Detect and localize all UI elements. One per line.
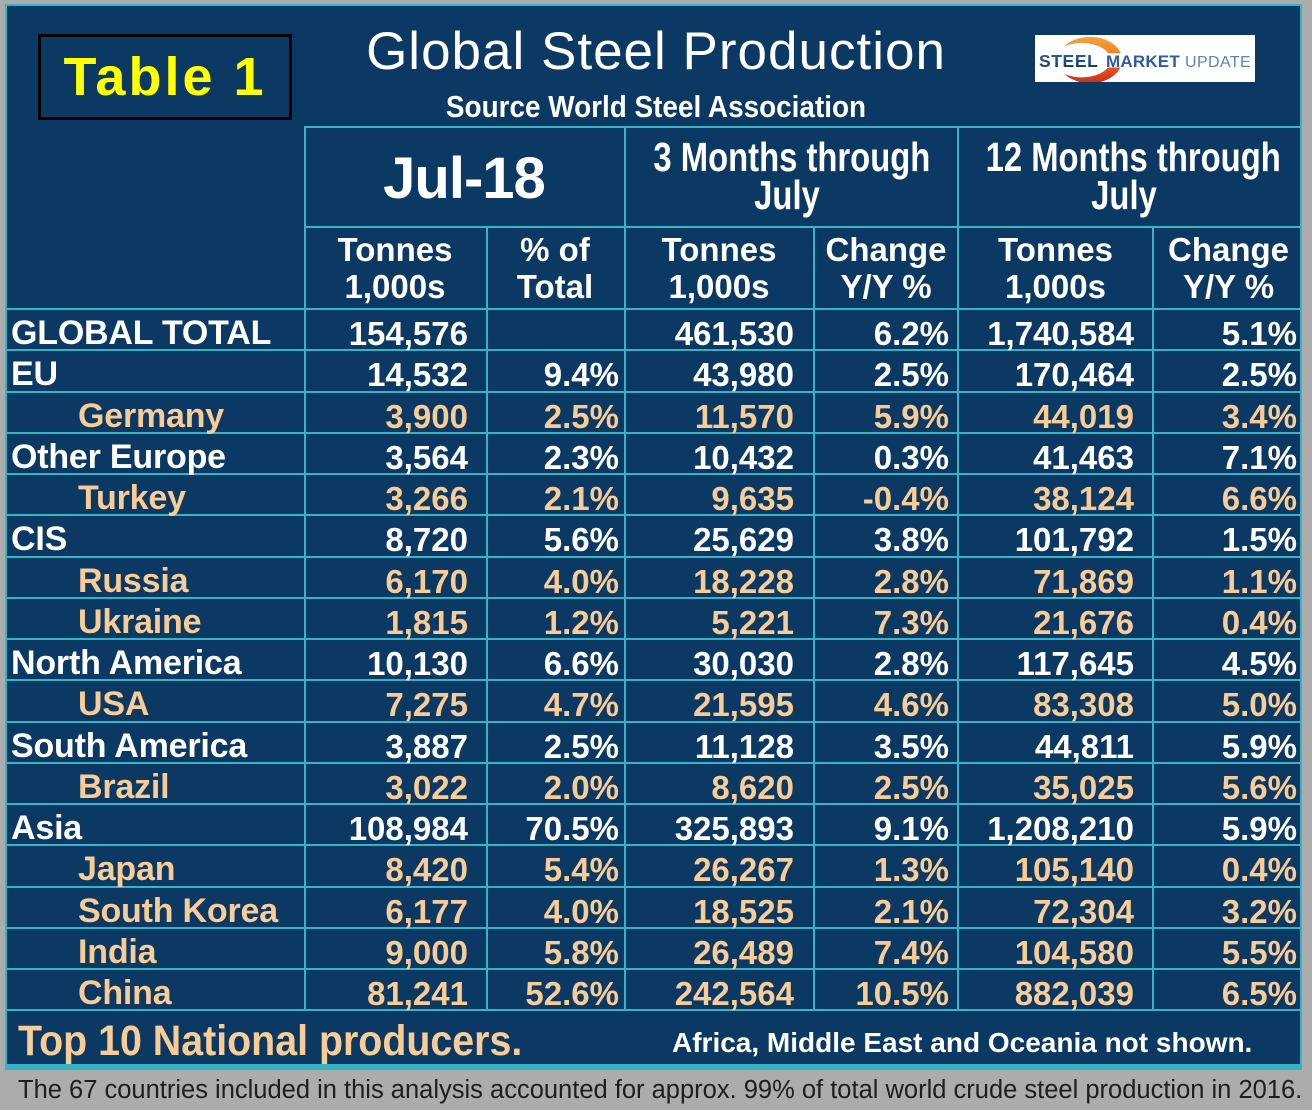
svg-text:MARKET: MARKET	[1106, 52, 1180, 71]
svg-text:UPDATE: UPDATE	[1185, 54, 1251, 71]
svg-text:STEEL: STEEL	[1039, 51, 1098, 71]
